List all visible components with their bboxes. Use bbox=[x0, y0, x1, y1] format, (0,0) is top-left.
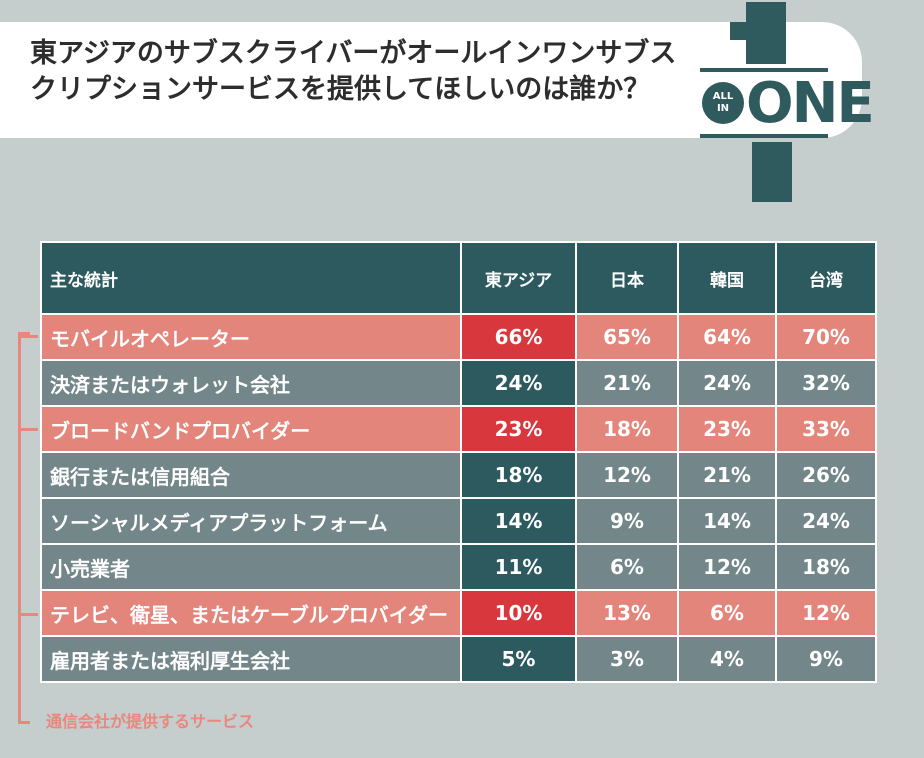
table-cell: 3% bbox=[575, 635, 679, 683]
all-in-one-logo: ALL IN ONE bbox=[700, 2, 875, 202]
logo-circle: ALL IN bbox=[702, 82, 744, 124]
stats-table: 主な統計 東アジア 日本 韓国 台湾 モバイルオペレーター 66% 65% 64% 70… bbox=[40, 241, 877, 683]
bracket-tick bbox=[18, 613, 38, 616]
table-cell: 26% bbox=[775, 451, 877, 499]
table-cell: 6% bbox=[677, 589, 777, 637]
table-row: テレビ、衛星、またはケーブルプロバイダー 10% 13% 6% 12% bbox=[40, 589, 877, 637]
table-cell: 13% bbox=[575, 589, 679, 637]
table-cell: 14% bbox=[677, 497, 777, 545]
table-cell: 18% bbox=[460, 451, 577, 499]
table-cell: 9% bbox=[575, 497, 679, 545]
table-cell: 9% bbox=[775, 635, 877, 683]
page-title: 東アジアのサブスクライバーがオールインワンサブスクリプションサービスを提供してほ… bbox=[30, 38, 677, 105]
table-cell: 70% bbox=[775, 313, 877, 361]
table-cell: 24% bbox=[677, 359, 777, 407]
bracket-tick bbox=[18, 428, 38, 431]
table-cell: 32% bbox=[775, 359, 877, 407]
row-label: テレビ、衛星、またはケーブルプロバイダー bbox=[40, 589, 462, 637]
table-cell: 23% bbox=[460, 405, 577, 453]
column-header: 東アジア bbox=[460, 241, 577, 315]
table-cell: 24% bbox=[460, 359, 577, 407]
legend-note: 通信会社が提供するサービス bbox=[46, 712, 255, 731]
table-header-row: 主な統計 東アジア 日本 韓国 台湾 bbox=[40, 241, 877, 315]
table-cell: 65% bbox=[575, 313, 679, 361]
bracket-tick bbox=[18, 335, 38, 338]
table-row: 小売業者 11% 6% 12% 18% bbox=[40, 543, 877, 591]
column-header: 台湾 bbox=[775, 241, 877, 315]
logo-bar-bottom bbox=[752, 142, 792, 202]
table-cell: 64% bbox=[677, 313, 777, 361]
logo-circle-line2: IN bbox=[716, 103, 730, 114]
table-cell: 14% bbox=[460, 497, 577, 545]
row-label: 雇用者または福利厚生会社 bbox=[40, 635, 462, 683]
table-cell: 10% bbox=[460, 589, 577, 637]
table-row: モバイルオペレーター 66% 65% 64% 70% bbox=[40, 313, 877, 361]
logo-frame bbox=[700, 68, 828, 138]
table-cell: 21% bbox=[677, 451, 777, 499]
row-label: ソーシャルメディアプラットフォーム bbox=[40, 497, 462, 545]
logo-word: ONE bbox=[746, 71, 875, 136]
table-cell: 66% bbox=[460, 313, 577, 361]
table-row: ソーシャルメディアプラットフォーム 14% 9% 14% 24% bbox=[40, 497, 877, 545]
title-card: 東アジアのサブスクライバーがオールインワンサブスクリプションサービスを提供してほ… bbox=[0, 22, 862, 138]
row-label: 決済またはウォレット会社 bbox=[40, 359, 462, 407]
row-label: 銀行または信用組合 bbox=[40, 451, 462, 499]
table-cell: 4% bbox=[677, 635, 777, 683]
table-cell: 5% bbox=[460, 635, 577, 683]
table-row: 銀行または信用組合 18% 12% 21% 26% bbox=[40, 451, 877, 499]
logo-circle-line1: ALL bbox=[712, 91, 734, 102]
table-cell: 18% bbox=[775, 543, 877, 591]
table-cell: 12% bbox=[575, 451, 679, 499]
row-label: モバイルオペレーター bbox=[40, 313, 462, 361]
table-cell: 21% bbox=[575, 359, 679, 407]
legend-bracket bbox=[18, 332, 30, 724]
table-body: モバイルオペレーター 66% 65% 64% 70% 決済またはウォレット会社 24% 21%… bbox=[40, 313, 877, 683]
column-header: 韓国 bbox=[677, 241, 777, 315]
table-cell: 12% bbox=[677, 543, 777, 591]
table-cell: 23% bbox=[677, 405, 777, 453]
logo-bar-top bbox=[746, 2, 786, 64]
table-cell: 18% bbox=[575, 405, 679, 453]
table-row: 決済またはウォレット会社 24% 21% 24% 32% bbox=[40, 359, 877, 407]
table-cell: 24% bbox=[775, 497, 877, 545]
column-header: 主な統計 bbox=[40, 241, 462, 315]
table-cell: 11% bbox=[460, 543, 577, 591]
table-row: ブロードバンドプロバイダー 23% 18% 23% 33% bbox=[40, 405, 877, 453]
column-header: 日本 bbox=[575, 241, 679, 315]
table-cell: 6% bbox=[575, 543, 679, 591]
row-label: ブロードバンドプロバイダー bbox=[40, 405, 462, 453]
row-label: 小売業者 bbox=[40, 543, 462, 591]
table-row: 雇用者または福利厚生会社 5% 3% 4% 9% bbox=[40, 635, 877, 683]
logo-bar-notch bbox=[730, 22, 750, 40]
table-cell: 33% bbox=[775, 405, 877, 453]
table-cell: 12% bbox=[775, 589, 877, 637]
